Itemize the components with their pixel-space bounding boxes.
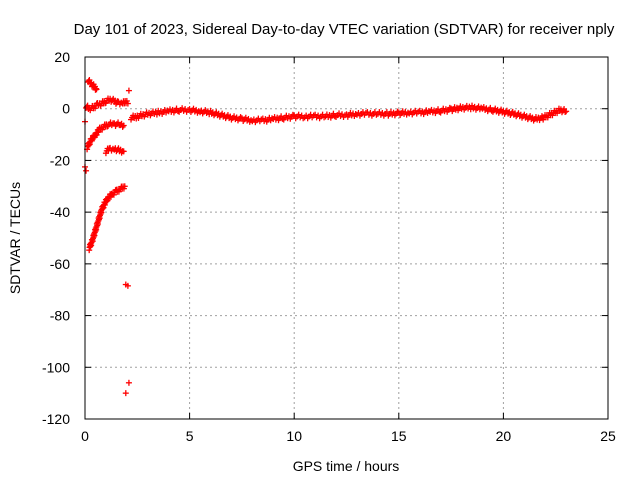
data-point: [331, 113, 338, 120]
data-point: [83, 167, 90, 174]
data-point: [446, 104, 453, 111]
x-tick-label: 15: [391, 428, 407, 444]
data-point: [563, 108, 570, 115]
x-tick-label: 10: [286, 428, 302, 444]
x-tick-label: 25: [600, 428, 616, 444]
data-point: [93, 86, 100, 93]
data-point: [394, 108, 401, 115]
y-tick-label: 20: [54, 49, 70, 65]
data-point: [121, 183, 128, 190]
y-tick-label: -100: [42, 359, 70, 375]
y-tick-label: 0: [62, 101, 70, 117]
data-point: [237, 114, 244, 121]
data-point: [125, 379, 132, 386]
x-tick-label: 0: [81, 428, 89, 444]
x-axis-label: GPS time / hours: [293, 458, 400, 474]
data-point: [120, 148, 127, 155]
data-point: [124, 282, 131, 289]
x-tick-label: 5: [186, 428, 194, 444]
y-tick-label: -120: [42, 411, 70, 427]
data-point: [404, 109, 411, 116]
y-tick-label: -40: [50, 204, 70, 220]
data-point: [487, 104, 494, 111]
data-point: [289, 111, 296, 118]
data-point: [248, 117, 255, 124]
data-point: [174, 108, 181, 115]
data-point: [562, 108, 569, 115]
data-point: [120, 122, 127, 129]
data-point: [124, 100, 131, 107]
plot-frame: [84, 56, 609, 420]
y-tick-label: -20: [50, 152, 70, 168]
data-point: [125, 87, 132, 94]
chart-title: Day 101 of 2023, Sidereal Day-to-day VTE…: [74, 21, 615, 38]
y-tick-label: -60: [50, 256, 70, 272]
data-point: [352, 111, 359, 118]
x-tick-label: 20: [496, 428, 512, 444]
data-points: [82, 77, 570, 397]
data-point: [122, 390, 129, 397]
ticks-layer: 0 5 10 15 20 25 -120 -100 -80 -60 -40 -20 0 20: [42, 49, 616, 444]
y-axis-label: SDTVAR / TECUs: [7, 182, 23, 294]
y-tick-label: -80: [50, 308, 70, 324]
